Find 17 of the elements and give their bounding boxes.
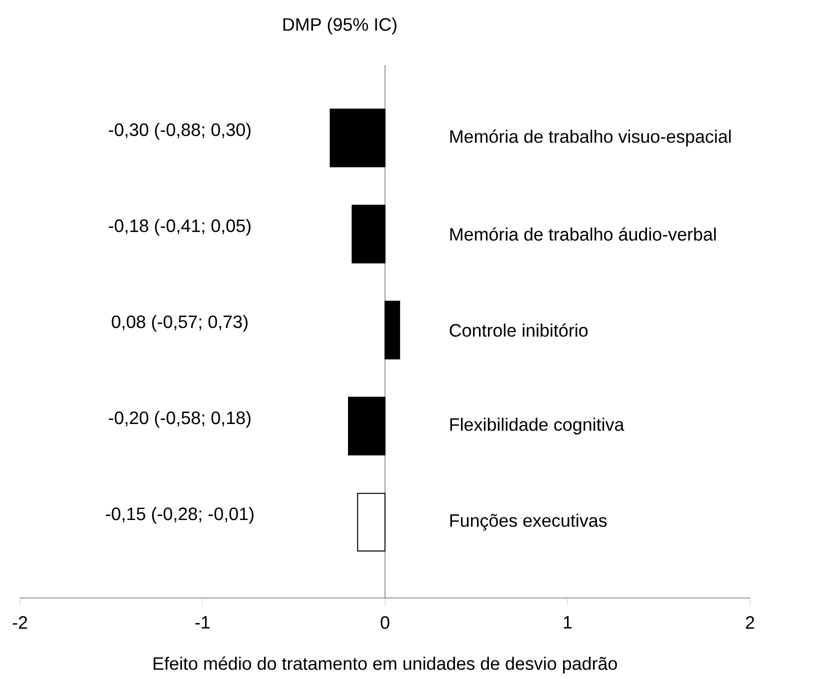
data-label: 0,08 (-0,57; 0,73) xyxy=(112,314,248,332)
y-tick-label: Flexibilidade cognitiva xyxy=(450,418,624,434)
chart-title: DMP (95% IC) xyxy=(283,18,396,34)
x-tick-label: 1 xyxy=(564,616,572,629)
y-tick-label: Controle inibitório xyxy=(450,323,588,337)
data-label: -0,15 (-0,28; -0,01) xyxy=(106,507,254,524)
x-axis-title: Efeito médio do tratamento em unidades de desvio padrão xyxy=(154,656,617,674)
y-tick-label: Memória de trabalho visuo-espacial xyxy=(450,130,731,146)
data-label: -0,18 (-0,41; 0,05) xyxy=(108,218,250,236)
x-tick-label: -2 xyxy=(12,616,28,629)
data-label: -0,30 (-0,88; 0,30) xyxy=(108,122,250,140)
x-tick-label: -1 xyxy=(195,616,210,629)
x-tick-label: 0 xyxy=(380,616,390,629)
y-tick-label: Memória de trabalho áudio-verbal xyxy=(450,227,716,241)
data-label: -0,20 (-0,58; 0,18) xyxy=(108,411,250,428)
y-tick-label: Funções executivas xyxy=(450,514,607,531)
x-tick-label: 2 xyxy=(746,616,754,629)
